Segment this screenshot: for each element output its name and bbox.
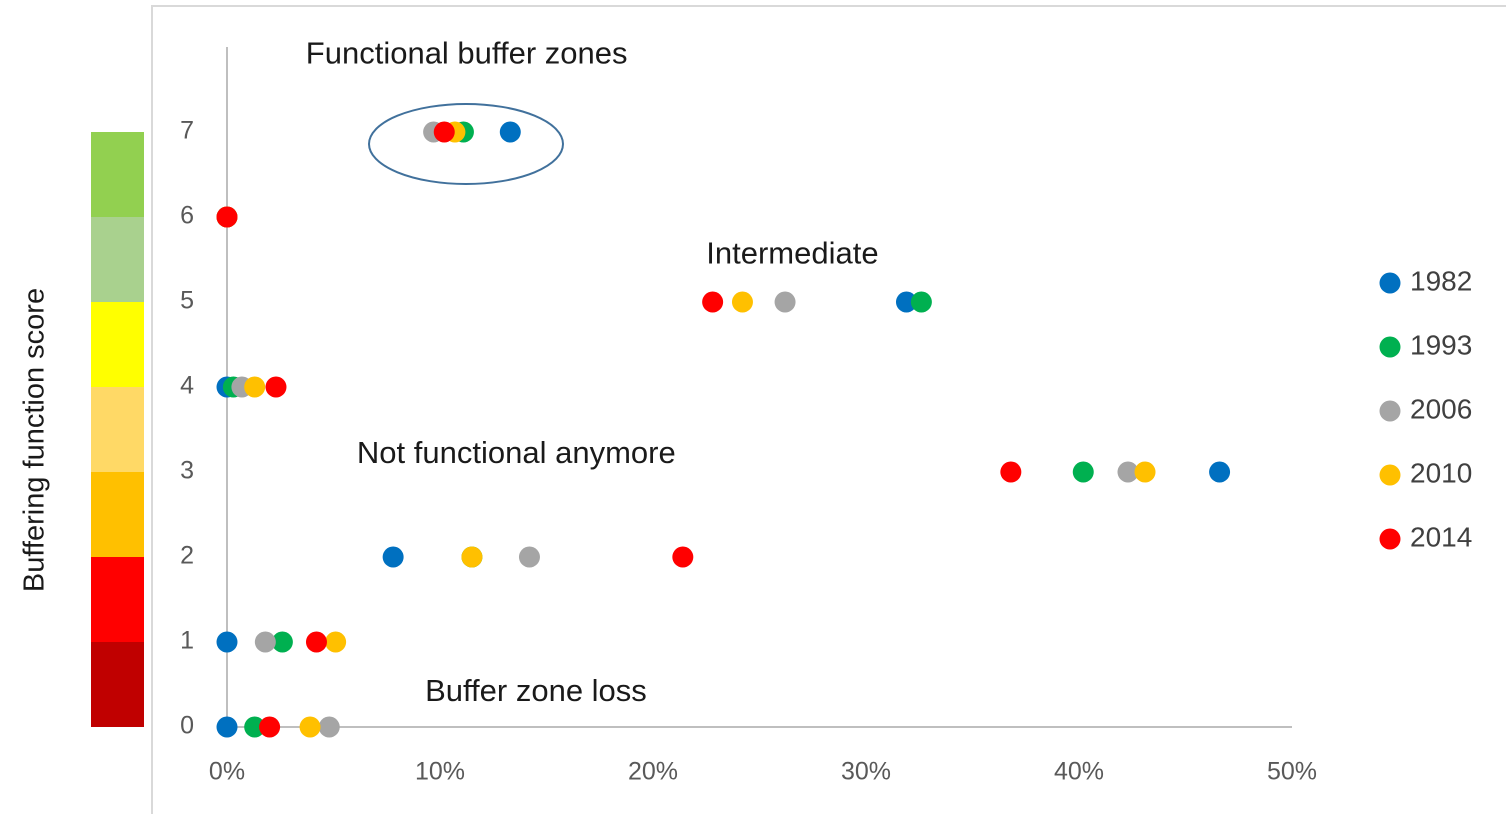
legend-label: 2014: [1410, 521, 1472, 552]
data-point: [299, 716, 321, 738]
legend-label: 2010: [1410, 457, 1472, 488]
legend-marker: [1379, 464, 1401, 486]
annotation: Buffer zone loss: [425, 673, 647, 708]
legend-marker: [1379, 336, 1401, 358]
score-color-band: [91, 302, 144, 387]
score-color-band: [91, 217, 144, 302]
data-point: [271, 631, 293, 653]
annotation: Not functional anymore: [357, 435, 676, 470]
data-point: [433, 121, 455, 143]
score-color-band: [91, 132, 144, 217]
data-point: [305, 631, 327, 653]
x-tick-label: 20%: [628, 758, 678, 786]
data-point: [499, 121, 521, 143]
data-point: [910, 291, 932, 313]
data-point: [216, 716, 238, 738]
data-point: [254, 631, 276, 653]
data-point: [244, 716, 266, 738]
y-tick-label: 6: [180, 202, 194, 230]
data-point: [518, 546, 540, 568]
score-color-band: [91, 387, 144, 472]
data-point: [1072, 461, 1094, 483]
y-tick-label: 1: [180, 627, 194, 655]
score-color-band: [91, 472, 144, 557]
data-point: [244, 376, 266, 398]
y-tick-label: 2: [180, 542, 194, 570]
legend-label: 1982: [1410, 265, 1472, 296]
score-color-band: [91, 557, 144, 642]
data-point: [1117, 461, 1139, 483]
data-point: [702, 291, 724, 313]
score-color-band: [91, 642, 144, 727]
x-tick-label: 0%: [209, 758, 245, 786]
data-point: [1134, 461, 1156, 483]
x-tick-label: 30%: [841, 758, 891, 786]
y-tick-label: 4: [180, 372, 194, 400]
data-point: [1209, 461, 1231, 483]
legend-label: 1993: [1410, 329, 1472, 360]
legend-marker: [1379, 272, 1401, 294]
data-point: [318, 716, 340, 738]
y-tick-label: 5: [180, 287, 194, 315]
y-tick-label: 7: [180, 117, 194, 145]
x-tick-label: 10%: [415, 758, 465, 786]
data-point: [325, 631, 347, 653]
data-point: [382, 546, 404, 568]
annotation: Functional buffer zones: [306, 36, 628, 71]
data-point: [259, 716, 281, 738]
legend-marker: [1379, 400, 1401, 422]
data-point: [265, 376, 287, 398]
data-point: [895, 291, 917, 313]
data-point: [1000, 461, 1022, 483]
annotation: Intermediate: [706, 235, 878, 270]
x-tick-label: 40%: [1054, 758, 1104, 786]
y-axis-label: Buffering function score: [19, 288, 51, 592]
chart-frame: [151, 5, 1506, 814]
y-tick-label: 3: [180, 457, 194, 485]
data-point: [461, 546, 483, 568]
legend-marker: [1379, 528, 1401, 550]
data-point: [731, 291, 753, 313]
data-point: [672, 546, 694, 568]
data-point: [216, 631, 238, 653]
y-tick-label: 0: [180, 712, 194, 740]
data-point: [216, 206, 238, 228]
x-tick-label: 50%: [1267, 758, 1317, 786]
legend-label: 2006: [1410, 393, 1472, 424]
highlight-ellipse: [368, 103, 564, 185]
data-point: [774, 291, 796, 313]
